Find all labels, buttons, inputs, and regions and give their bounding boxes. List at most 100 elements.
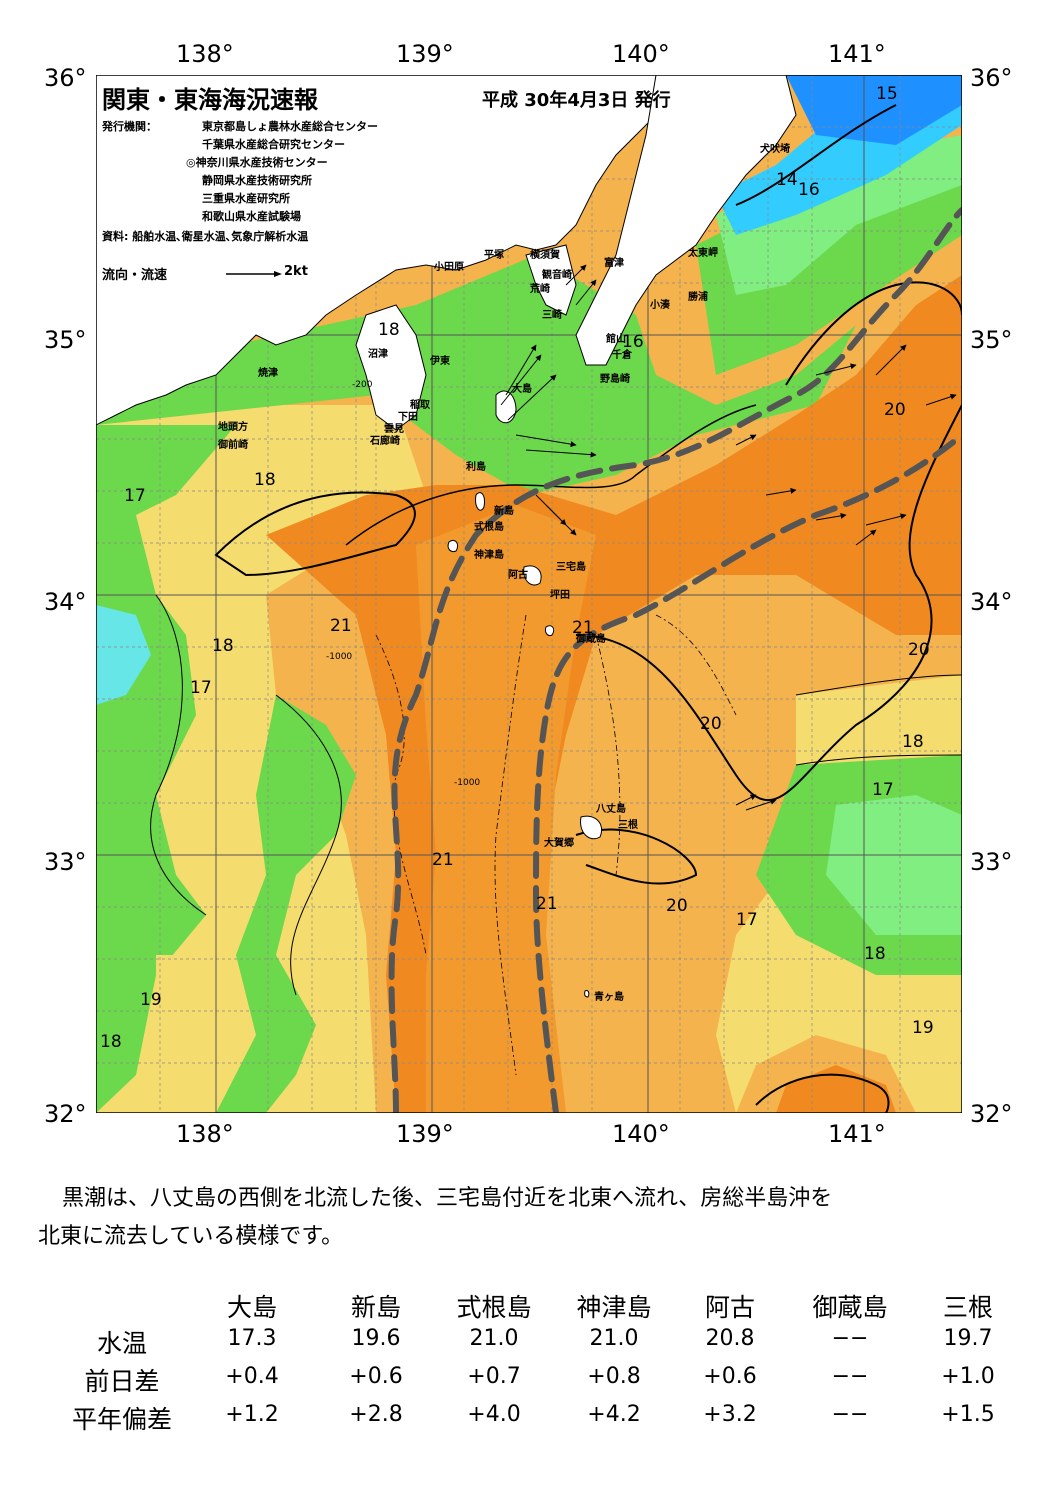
table-cell: 20.8 — [705, 1326, 755, 1351]
current-arrow — [507, 374, 557, 421]
row-header: 平年偏差 — [71, 1405, 172, 1434]
sagami-green-zone — [96, 255, 856, 495]
table-cell: +4.2 — [587, 1402, 641, 1427]
west-17-zone — [96, 425, 236, 1113]
kuroshio-axis — [388, 207, 962, 1113]
place-label: 焼津 — [258, 368, 278, 379]
lat-tick-33-right: 33° — [970, 848, 1013, 876]
place-label: 三根 — [618, 820, 638, 831]
kuroshio-axis-east — [532, 432, 962, 1113]
table-cell: 17.3 — [227, 1326, 277, 1351]
col-header: 式根島 — [456, 1293, 532, 1322]
lat-tick-35: 35° — [44, 326, 87, 354]
isotherm-label: 18 — [212, 636, 234, 656]
data-source: 資料: 船舶水温､衛星水温､気象庁解析水温 — [102, 230, 309, 243]
isotherm-west-19 — [275, 694, 342, 996]
place-label: 大島 — [512, 384, 532, 395]
current-arrow — [565, 264, 587, 286]
mikurajima-island — [545, 625, 555, 636]
isotherm-label: 17 — [124, 486, 146, 506]
isotherm-label: 20 — [908, 640, 930, 660]
place-label: 御蔵島 — [576, 634, 606, 645]
isotherm-label: 21 — [330, 616, 352, 636]
place-label: 横須賀 — [530, 250, 560, 261]
place-label: 富津 — [604, 258, 624, 269]
current-arrow — [745, 798, 777, 811]
lat-tick-34: 34° — [44, 588, 87, 616]
table-cell: +1.5 — [941, 1402, 995, 1427]
row-header: 前日差 — [84, 1367, 160, 1396]
place-label: 荒崎 — [530, 284, 550, 295]
table-cell: 19.6 — [351, 1326, 401, 1351]
boso-peninsula — [575, 75, 797, 366]
summary-line-1: 黒潮は、八丈島の西側を北流した後、三宅島付近を北東へ流れ、房総半島沖を — [62, 1186, 833, 1211]
isotherm-label: 18 — [902, 732, 924, 752]
current-arrow — [505, 344, 537, 396]
table-cell: +3.2 — [703, 1402, 757, 1427]
table-cell: +0.6 — [349, 1364, 403, 1389]
isotherm-label: 17 — [872, 780, 894, 800]
kuroshio-21-zone — [416, 505, 596, 1113]
table-cell: +0.7 — [467, 1364, 521, 1389]
oshima-island — [495, 390, 517, 424]
isotherm-se-eddy — [755, 1073, 890, 1113]
place-label: 平塚 — [484, 250, 504, 261]
table-cell: −− — [831, 1402, 869, 1427]
current-arrow — [875, 344, 907, 376]
table-cell: 19.7 — [943, 1326, 993, 1351]
isotherm-label: 17 — [190, 678, 212, 698]
depth-label: -200 — [352, 380, 373, 390]
kuroshio-axis-west — [388, 207, 962, 1113]
table-cell: −− — [831, 1326, 869, 1351]
table-cell: +0.6 — [703, 1364, 757, 1389]
place-label: 沼津 — [368, 349, 388, 360]
current-arrow — [575, 279, 597, 306]
isotherm-label: 19 — [912, 1018, 934, 1038]
isotherm-18 — [214, 491, 416, 577]
map-title: 関東・東海海況速報 — [102, 86, 318, 114]
table-cell: −− — [831, 1364, 869, 1389]
place-label: 下田 — [398, 412, 418, 423]
place-label: 三崎 — [542, 310, 562, 321]
isotherm-label: 21 — [432, 850, 454, 870]
izu-peninsula — [355, 304, 427, 431]
isotherm-label: 20 — [700, 714, 722, 734]
issuer-2: 千葉県水産総合研究センター — [202, 138, 345, 151]
lat-tick-33: 33° — [44, 848, 87, 876]
table-cell: +1.0 — [941, 1364, 995, 1389]
land — [96, 75, 797, 998]
honshu-land — [96, 75, 657, 426]
place-label: 石廊崎 — [370, 436, 400, 447]
current-arrow — [735, 434, 757, 446]
issuer-4: 静岡県水産技術研究所 — [202, 174, 312, 187]
boso-16-zone — [716, 135, 962, 295]
place-label: 観音崎 — [542, 270, 572, 281]
place-label: 阿古 — [508, 570, 528, 581]
isotherm-east-18 — [795, 674, 962, 696]
niijima-island — [475, 492, 485, 511]
sst-map — [96, 75, 962, 1113]
lon-tick-140-bottom: 140° — [612, 1120, 670, 1148]
isotherm-kuroshio-edge — [345, 404, 757, 546]
hachijojima-island — [580, 815, 602, 840]
place-label: 稲取 — [410, 400, 430, 411]
issuer-label: 発行機関： — [102, 120, 157, 133]
summary-text: 黒潮は、八丈島の西側を北流した後、三宅島付近を北東へ流れ、房総半島沖を 北東に流… — [38, 1180, 1028, 1256]
place-label: 小田原 — [434, 262, 464, 273]
lat-tick-32: 32° — [44, 1100, 87, 1128]
col-header: 新島 — [350, 1293, 401, 1322]
place-label: 雲見 — [384, 424, 404, 435]
current-arrow — [735, 794, 757, 806]
place-label: 利島 — [466, 462, 486, 473]
issuer-1: 東京都島しょ農林水産総合センター — [202, 120, 378, 133]
isotherm-label: 20 — [884, 400, 906, 420]
lon-tick-141: 141° — [828, 40, 886, 68]
current-arrow — [515, 434, 577, 448]
current-arrow — [815, 512, 847, 521]
depth-label: -1000 — [326, 652, 353, 662]
table-cell: +1.2 — [225, 1402, 279, 1427]
kozushima-island — [447, 539, 459, 552]
lon-tick-141-bottom: 141° — [828, 1120, 886, 1148]
lat-tick-35-right: 35° — [970, 326, 1013, 354]
place-label: 式根島 — [474, 522, 504, 533]
